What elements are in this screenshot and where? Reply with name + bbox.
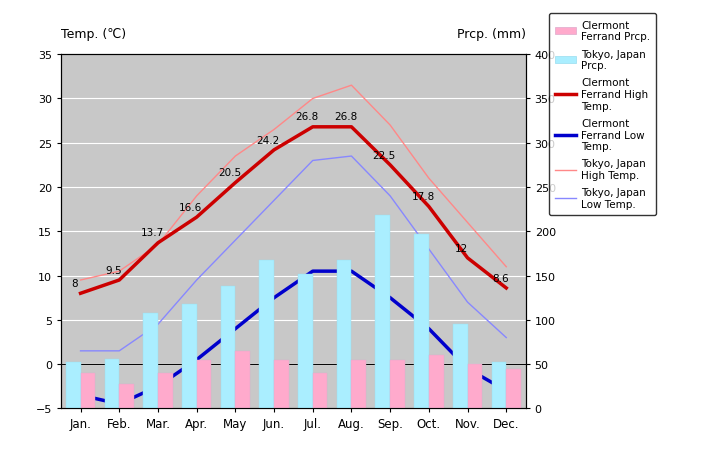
Text: 12: 12 [455,243,469,253]
Bar [66,363,81,409]
Text: Prcp. (mm): Prcp. (mm) [456,28,526,41]
Bar [414,235,429,409]
Text: 8.6: 8.6 [492,273,509,283]
Text: 26.8: 26.8 [334,112,357,122]
Bar [81,373,95,409]
Bar [337,260,351,409]
Text: 9.5: 9.5 [105,265,122,275]
Bar [274,360,289,409]
Text: 22.5: 22.5 [373,150,396,160]
Text: 8: 8 [71,278,78,288]
Bar [182,304,197,409]
Text: 24.2: 24.2 [256,135,280,145]
Text: Temp. (℃): Temp. (℃) [61,28,126,41]
Bar [390,360,405,409]
Bar [220,286,235,409]
Bar [158,373,173,409]
Bar [467,364,482,409]
Bar [143,313,158,409]
Bar [120,384,134,409]
Bar [104,359,120,409]
Bar [235,351,250,409]
Bar [259,260,274,409]
Bar [197,360,212,409]
Bar [312,373,328,409]
Text: 26.8: 26.8 [295,112,318,122]
Text: 20.5: 20.5 [218,168,241,178]
Bar [506,369,521,409]
Bar [375,216,390,409]
Bar [492,363,506,409]
Bar [429,355,444,409]
Bar [453,325,467,409]
Text: 16.6: 16.6 [179,202,202,213]
Legend: Clermont
Ferrand Prcp., Tokyo, Japan
Prcp., Clermont
Ferrand High
Temp., Clermon: Clermont Ferrand Prcp., Tokyo, Japan Prc… [549,14,657,216]
Bar [351,360,366,409]
Text: 17.8: 17.8 [411,192,435,202]
Bar [298,274,312,409]
Text: 13.7: 13.7 [140,228,163,238]
